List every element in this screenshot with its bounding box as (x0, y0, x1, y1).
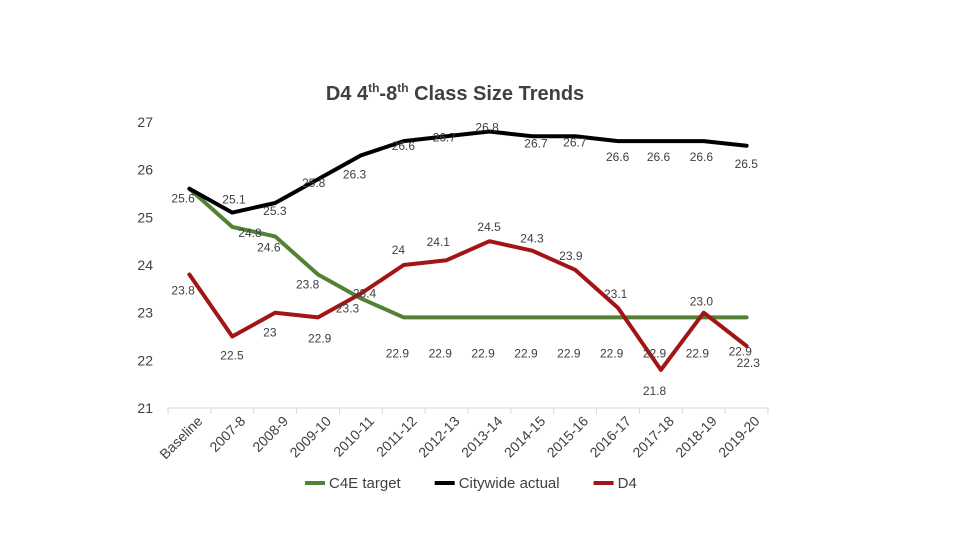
x-tick-label: 2011-12 (373, 413, 420, 460)
x-tick-label: 2014-15 (501, 413, 549, 461)
chart-title-part: Class Size Trends (409, 83, 585, 105)
x-tick-label: 2015-16 (544, 413, 592, 461)
chart-legend: C4E target Citywide actual D4 (305, 475, 637, 492)
data-label: 22.9 (729, 344, 753, 358)
y-tick-label: 27 (137, 114, 153, 130)
series-line (187, 239, 749, 372)
data-label: 26.6 (392, 139, 416, 153)
x-tick-label: 2012-13 (415, 413, 463, 461)
data-label: 24.1 (427, 235, 451, 249)
y-tick-label: 24 (137, 257, 153, 273)
x-tick-label: 2013-14 (458, 413, 506, 461)
x-tick-label: 2016-17 (586, 413, 634, 461)
x-tick-label: 2010-11 (330, 413, 377, 460)
legend-entry: C4E target (329, 475, 402, 492)
data-label: 24.6 (257, 240, 281, 254)
chart-data-labels: 25.6 24.824.6 23.8 23.3 22.9 22.9 22.9 22.9 22.9… (171, 121, 760, 398)
data-label: 22.9 (308, 331, 332, 345)
chart-axes: 21 22 23 24 25 26 27 Baseline 2007-8 2008-92009-1… (137, 114, 769, 462)
y-tick-label: 22 (137, 352, 153, 368)
data-label: 26.6 (606, 150, 630, 164)
data-label: 25.1 (222, 193, 246, 207)
data-label: 23.3 (336, 301, 360, 315)
data-label: 26.7 (563, 135, 587, 149)
data-label: 22.9 (471, 346, 495, 360)
data-label: 23.8 (171, 284, 195, 298)
data-label: 23.8 (296, 278, 320, 292)
data-label: 26.5 (735, 157, 759, 171)
data-label: 26.6 (690, 150, 714, 164)
x-tick-label: 2019-20 (715, 413, 763, 461)
series-line (187, 186, 749, 320)
data-label: 26.6 (647, 150, 671, 164)
chart-series-lines (187, 129, 749, 372)
x-tick-label: 2018-19 (672, 413, 720, 461)
data-label: 25.6 (171, 192, 195, 206)
y-tick-label: 26 (137, 162, 153, 178)
series-line (187, 129, 749, 215)
x-tick-label: Baseline (156, 413, 205, 462)
data-label: 23.0 (690, 295, 714, 309)
legend-entry: Citywide actual (459, 475, 560, 492)
x-tick-label: 2007-8 (206, 413, 248, 455)
legend-entry: D4 (618, 475, 637, 492)
data-label: 26.7 (524, 136, 548, 150)
data-label: 22.9 (643, 346, 667, 360)
data-label: 22.9 (557, 346, 581, 360)
y-tick-label: 25 (137, 209, 153, 225)
data-label: 24 (392, 243, 406, 257)
chart-title-part: -8 (379, 83, 397, 105)
data-label: 25.8 (302, 176, 326, 190)
data-label: 24.3 (520, 232, 544, 246)
data-label: 26.7 (433, 130, 457, 144)
data-label: 22.9 (514, 346, 538, 360)
data-label: 22.9 (686, 346, 710, 360)
x-tick-label: 2008-9 (249, 413, 291, 455)
data-label: 22.9 (386, 346, 410, 360)
data-label: 23 (263, 326, 277, 340)
chart-title-superscript: th (397, 81, 408, 95)
data-label: 22.5 (220, 349, 244, 363)
chart-title-superscript: th (368, 81, 379, 95)
data-label: 21.8 (643, 384, 667, 398)
data-label: 26.8 (475, 121, 499, 135)
data-label: 25.3 (263, 204, 287, 218)
data-label: 26.3 (343, 167, 367, 181)
data-label: 24.8 (238, 226, 262, 240)
chart-title: D4 4th-8th Class Size Trends (326, 81, 584, 105)
data-label: 23.4 (353, 287, 377, 301)
data-label: 23.1 (604, 287, 628, 301)
y-tick-label: 21 (137, 400, 153, 416)
y-tick-label: 23 (137, 305, 153, 321)
data-label: 22.9 (600, 346, 624, 360)
x-tick-label: 2009-10 (286, 413, 334, 461)
data-label: 22.3 (737, 356, 761, 370)
x-tick-label: 2017-18 (629, 413, 677, 461)
data-label: 24.5 (477, 220, 501, 234)
chart-title-part: D4 4 (326, 83, 369, 105)
data-label: 22.9 (429, 346, 453, 360)
data-label: 23.9 (559, 249, 583, 263)
